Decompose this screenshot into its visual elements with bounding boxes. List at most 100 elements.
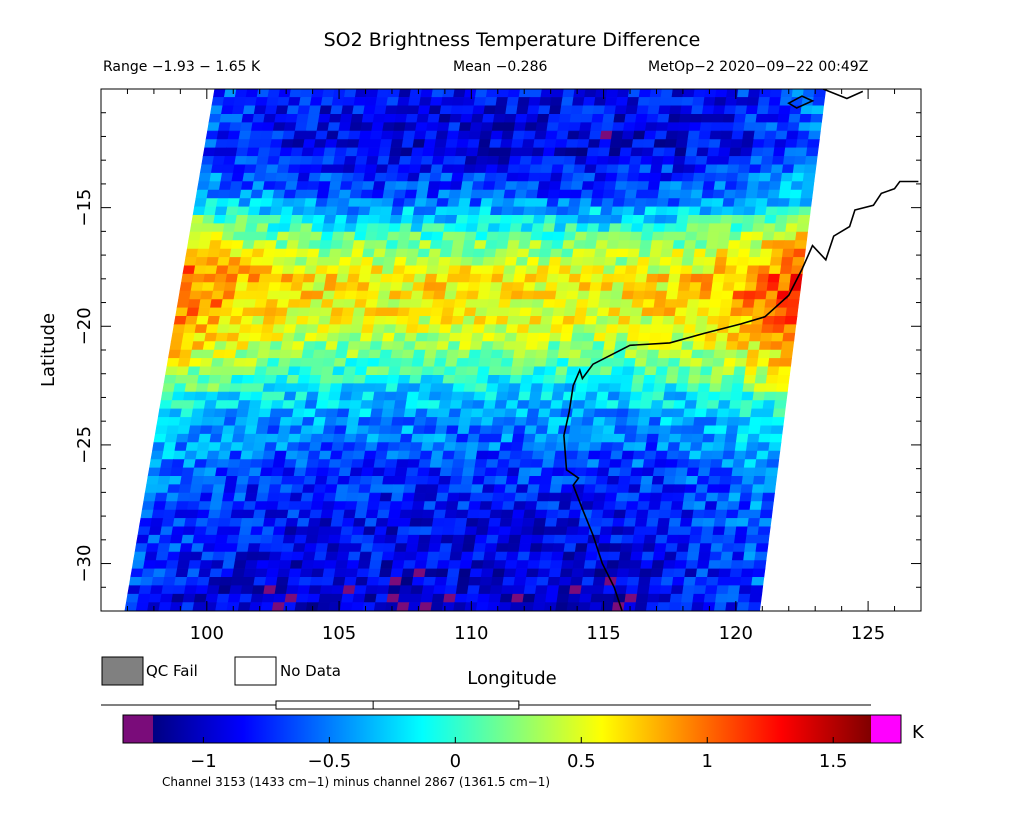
heatmap-cell bbox=[448, 408, 462, 418]
heatmap-cell bbox=[171, 391, 186, 401]
heatmap-cell bbox=[713, 181, 727, 191]
heatmap-cell bbox=[205, 391, 219, 401]
heatmap-cell bbox=[280, 139, 295, 149]
heatmap-cell bbox=[799, 198, 813, 208]
heatmap-cell bbox=[207, 181, 222, 191]
heatmap-cell bbox=[283, 122, 297, 132]
heatmap-cell bbox=[662, 560, 677, 570]
heatmap-cell bbox=[244, 425, 258, 435]
heatmap-cell bbox=[503, 341, 517, 351]
heatmap-cell bbox=[766, 366, 780, 376]
heatmap-cell bbox=[268, 551, 283, 561]
heatmap-cell bbox=[250, 459, 264, 469]
heatmap-cell bbox=[631, 139, 645, 149]
heatmap-cell bbox=[363, 383, 377, 393]
heatmap-cell bbox=[178, 290, 192, 300]
heatmap-cell bbox=[678, 358, 692, 368]
heatmap-cell bbox=[125, 593, 140, 603]
heatmap-cell bbox=[192, 206, 206, 216]
heatmap-cell bbox=[765, 122, 779, 132]
heatmap-cell bbox=[335, 417, 349, 427]
heatmap-cell bbox=[758, 257, 772, 267]
heatmap-cell bbox=[337, 198, 351, 208]
heatmap-cell bbox=[681, 593, 695, 603]
heatmap-cell bbox=[217, 518, 232, 528]
heatmap-cell bbox=[521, 442, 535, 452]
heatmap-cell bbox=[273, 248, 287, 258]
heatmap-cell bbox=[650, 324, 664, 334]
heatmap-cell bbox=[375, 97, 389, 107]
heatmap-cell bbox=[752, 568, 766, 578]
heatmap-cell bbox=[356, 147, 370, 157]
heatmap-cell bbox=[687, 459, 701, 469]
heatmap-cell bbox=[688, 534, 702, 544]
heatmap-cell bbox=[618, 231, 632, 241]
heatmap-cell bbox=[338, 324, 353, 334]
heatmap-cell bbox=[462, 240, 476, 250]
heatmap-cell bbox=[369, 273, 383, 283]
heatmap-cell bbox=[459, 484, 473, 494]
heatmap-cell bbox=[566, 602, 580, 611]
heatmap-cell bbox=[501, 206, 514, 216]
heatmap-cell bbox=[551, 315, 565, 326]
heatmap-cell bbox=[458, 492, 472, 502]
heatmap-cell bbox=[288, 223, 303, 233]
heatmap-cell bbox=[404, 332, 418, 342]
heatmap-cell bbox=[674, 223, 688, 233]
heatmap-cell bbox=[421, 366, 435, 376]
heatmap-cell bbox=[269, 475, 284, 486]
heatmap-cell bbox=[458, 122, 472, 132]
heatmap-cell bbox=[205, 526, 219, 536]
heatmap-cell bbox=[472, 105, 486, 115]
heatmap-cell bbox=[768, 97, 782, 107]
heatmap-cell bbox=[549, 484, 563, 494]
heatmap-cell bbox=[263, 585, 277, 595]
heatmap-cell bbox=[412, 139, 426, 149]
heatmap-cell bbox=[577, 442, 591, 452]
heatmap-cell bbox=[290, 484, 305, 494]
y-tick-label: −25 bbox=[74, 426, 95, 464]
heatmap-cell bbox=[307, 518, 322, 528]
heatmap-cell bbox=[786, 299, 800, 309]
heatmap-cell bbox=[573, 551, 587, 561]
heatmap-cell bbox=[771, 417, 785, 427]
heatmap-cell bbox=[475, 450, 489, 460]
heatmap-cell bbox=[493, 484, 507, 494]
heatmap-cell bbox=[572, 400, 586, 410]
heatmap-cell bbox=[183, 585, 198, 595]
heatmap-cell bbox=[200, 290, 214, 300]
heatmap-cell bbox=[365, 585, 379, 595]
heatmap-cell bbox=[309, 231, 323, 241]
heatmap-cell bbox=[298, 231, 312, 241]
heatmap-cell bbox=[800, 189, 814, 199]
heatmap-cell bbox=[478, 358, 492, 368]
heatmap-cell bbox=[620, 459, 634, 469]
heatmap-cell bbox=[655, 282, 669, 292]
heatmap-cell bbox=[794, 240, 807, 250]
heatmap-cell bbox=[717, 315, 731, 326]
heatmap-cell bbox=[554, 215, 568, 224]
heatmap-cell bbox=[276, 299, 290, 309]
heatmap-cell bbox=[753, 467, 767, 477]
heatmap-cell bbox=[717, 576, 731, 587]
heatmap-cell bbox=[208, 307, 222, 317]
heatmap-cell bbox=[692, 257, 706, 267]
heatmap-cell bbox=[812, 97, 826, 107]
heatmap-cell bbox=[742, 215, 756, 224]
heatmap-cell bbox=[329, 593, 344, 603]
heatmap-cell bbox=[341, 593, 355, 603]
heatmap-cell bbox=[248, 400, 262, 410]
heatmap-cell bbox=[620, 299, 634, 309]
heatmap-cell bbox=[600, 282, 614, 292]
heatmap-cell bbox=[788, 198, 802, 208]
heatmap-cell bbox=[745, 358, 759, 368]
heatmap-cell bbox=[335, 560, 349, 570]
heatmap-cell bbox=[503, 265, 517, 275]
heatmap-cell bbox=[294, 602, 308, 611]
heatmap-cell bbox=[643, 534, 657, 544]
heatmap-cell bbox=[203, 400, 218, 410]
heatmap-cell bbox=[552, 383, 566, 393]
heatmap-cell bbox=[193, 332, 207, 342]
heatmap-cell bbox=[374, 172, 388, 182]
heatmap-cell bbox=[440, 240, 454, 250]
